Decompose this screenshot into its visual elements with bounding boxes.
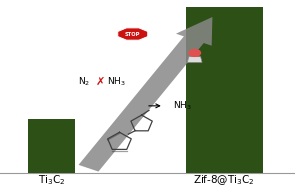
Polygon shape: [78, 17, 212, 172]
Text: N$_2$: N$_2$: [78, 76, 90, 88]
Bar: [186, 7, 263, 173]
Text: STOP: STOP: [125, 32, 140, 36]
Text: NH$_3$: NH$_3$: [173, 100, 191, 112]
Bar: [28, 119, 75, 173]
Circle shape: [188, 49, 201, 57]
Text: Zif-8@Ti$_3$C$_2$: Zif-8@Ti$_3$C$_2$: [193, 173, 255, 187]
Text: Ti$_3$C$_2$: Ti$_3$C$_2$: [38, 173, 65, 187]
Polygon shape: [118, 28, 148, 40]
Polygon shape: [187, 57, 202, 62]
Text: NH$_3$: NH$_3$: [107, 76, 126, 88]
Text: ✗: ✗: [96, 77, 105, 87]
